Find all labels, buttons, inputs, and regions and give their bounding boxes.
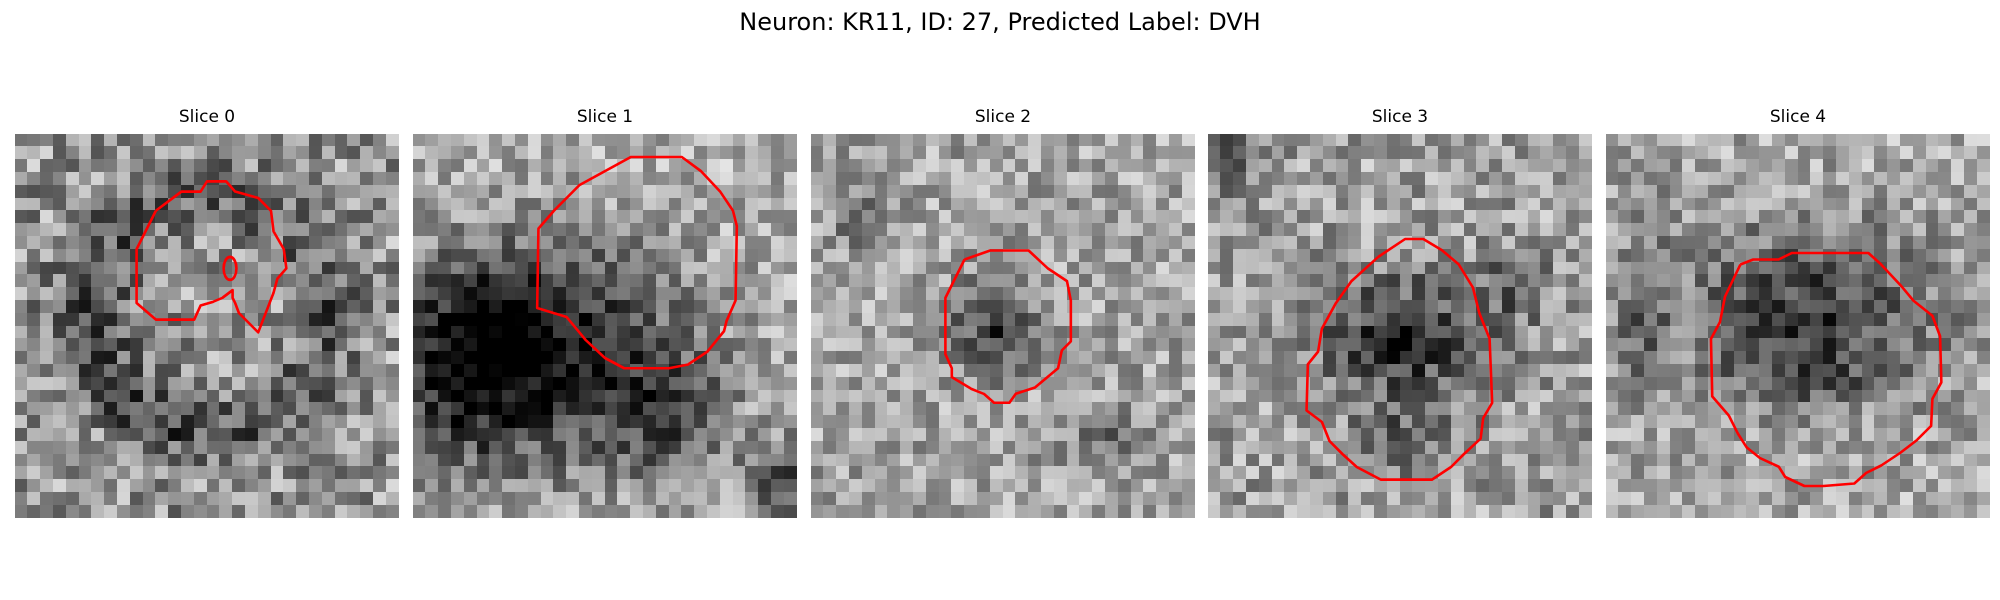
slice-image [811,134,1195,518]
grayscale-slice [1208,134,1592,518]
slice-image [15,134,399,518]
slice-title: Slice 2 [974,107,1032,127]
grayscale-slice [811,134,1195,518]
slice-panel-4: Slice 4 [1606,106,1990,518]
figure-title: Neuron: KR11, ID: 27, Predicted Label: D… [739,8,1261,36]
slice-title: Slice 1 [576,107,634,127]
slice-panel-1: Slice 1 [413,106,797,518]
slice-image [1208,134,1592,518]
grayscale-slice [15,134,399,518]
grayscale-slice [1606,134,1990,518]
slice-image [413,134,797,518]
slice-image [1606,134,1990,518]
slice-panel-3: Slice 3 [1208,106,1592,518]
slice-title: Slice 3 [1371,107,1429,127]
grayscale-slice [413,134,797,518]
slice-panel-2: Slice 2 [811,106,1195,518]
slice-title: Slice 4 [1769,107,1827,127]
slice-panel-0: Slice 0 [15,106,399,518]
slice-title: Slice 0 [178,107,236,127]
